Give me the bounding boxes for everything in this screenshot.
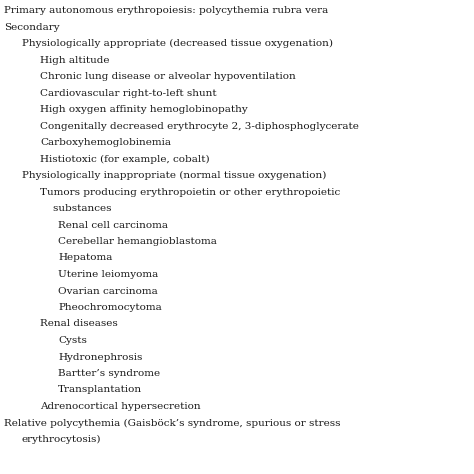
Text: Cerebellar hemangioblastoma: Cerebellar hemangioblastoma bbox=[58, 237, 217, 246]
Text: Primary autonomous erythropoiesis: polycythemia rubra vera: Primary autonomous erythropoiesis: polyc… bbox=[4, 6, 328, 15]
Text: Renal diseases: Renal diseases bbox=[40, 319, 118, 328]
Text: High oxygen affinity hemoglobinopathy: High oxygen affinity hemoglobinopathy bbox=[40, 105, 248, 114]
Text: substances: substances bbox=[40, 204, 111, 213]
Text: erythrocytosis): erythrocytosis) bbox=[22, 435, 101, 444]
Text: Carboxyhemoglobinemia: Carboxyhemoglobinemia bbox=[40, 138, 171, 147]
Text: Chronic lung disease or alveolar hypoventilation: Chronic lung disease or alveolar hypoven… bbox=[40, 72, 296, 81]
Text: Adrenocortical hypersecretion: Adrenocortical hypersecretion bbox=[40, 402, 201, 411]
Text: Renal cell carcinoma: Renal cell carcinoma bbox=[58, 220, 168, 229]
Text: Cysts: Cysts bbox=[58, 336, 87, 345]
Text: Histiotoxic (for example, cobalt): Histiotoxic (for example, cobalt) bbox=[40, 155, 210, 164]
Text: High altitude: High altitude bbox=[40, 55, 109, 64]
Text: Cardiovascular right-to-left shunt: Cardiovascular right-to-left shunt bbox=[40, 89, 217, 98]
Text: Tumors producing erythropoietin or other erythropoietic: Tumors producing erythropoietin or other… bbox=[40, 188, 340, 197]
Text: Physiologically appropriate (decreased tissue oxygenation): Physiologically appropriate (decreased t… bbox=[22, 39, 333, 48]
Text: Uterine leiomyoma: Uterine leiomyoma bbox=[58, 270, 158, 279]
Text: Hepatoma: Hepatoma bbox=[58, 254, 112, 263]
Text: Secondary: Secondary bbox=[4, 22, 60, 31]
Text: Bartter’s syndrome: Bartter’s syndrome bbox=[58, 369, 160, 378]
Text: Hydronephrosis: Hydronephrosis bbox=[58, 353, 142, 362]
Text: Pheochromocytoma: Pheochromocytoma bbox=[58, 303, 162, 312]
Text: Ovarian carcinoma: Ovarian carcinoma bbox=[58, 286, 158, 295]
Text: Relative polycythemia (Gaisböck’s syndrome, spurious or stress: Relative polycythemia (Gaisböck’s syndro… bbox=[4, 419, 340, 428]
Text: Congenitally decreased erythrocyte 2, 3-diphosphoglycerate: Congenitally decreased erythrocyte 2, 3-… bbox=[40, 121, 359, 130]
Text: Physiologically inappropriate (normal tissue oxygenation): Physiologically inappropriate (normal ti… bbox=[22, 171, 327, 180]
Text: Transplantation: Transplantation bbox=[58, 385, 142, 394]
